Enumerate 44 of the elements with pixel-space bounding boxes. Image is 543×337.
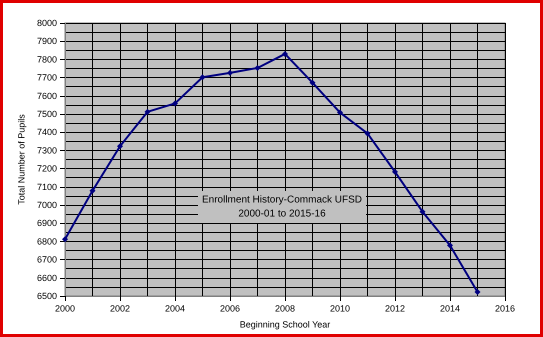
x-tick-label: 2016	[494, 304, 516, 314]
y-tick-label: 7700	[36, 72, 57, 83]
y-tick-label: 6900	[36, 218, 57, 228]
y-tick-label: 6700	[36, 254, 57, 265]
y-tick-label: 6800	[36, 236, 57, 246]
x-tick-label: 2000	[54, 304, 76, 314]
y-tick-label: 7100	[36, 182, 57, 192]
x-tick-label: 2004	[164, 304, 186, 314]
point	[282, 50, 288, 57]
y-axis-title: Total Number of Pupils	[16, 114, 27, 205]
y-tick-label: 8000	[36, 18, 57, 28]
y-tick-label: 7300	[36, 145, 57, 156]
y-tick-label: 7800	[36, 54, 57, 64]
y-tick-label: 6500	[36, 291, 57, 301]
point	[90, 188, 96, 194]
y-tick-label: 7200	[36, 164, 57, 174]
point	[254, 64, 260, 71]
y-tick-label: 7000	[36, 200, 57, 210]
point	[172, 100, 178, 106]
point	[392, 168, 398, 175]
y-tick-label: 7500	[36, 109, 57, 119]
x-tick-label: 2010	[330, 304, 350, 314]
point	[200, 74, 206, 80]
x-tick-label: 2012	[384, 304, 406, 314]
x-tick-label: 2002	[110, 304, 130, 314]
y-tick-label: 7900	[36, 36, 57, 46]
x-tick-label: 2014	[440, 304, 460, 314]
text: Enrollment History-Commack UFSD 2000-01 to 2015-16	[202, 194, 362, 220]
y-tick-label: 7600	[36, 90, 57, 101]
point	[310, 80, 316, 86]
point	[144, 108, 150, 115]
x-axis-title: Beginning School Year	[240, 320, 330, 330]
x-tick-label: 2006	[220, 304, 240, 314]
x-tick-label: 2008	[274, 304, 296, 314]
point	[117, 143, 123, 150]
point	[420, 208, 426, 215]
point	[337, 110, 343, 116]
point	[474, 288, 480, 295]
y-tick-label: 6600	[36, 272, 57, 283]
point	[447, 242, 453, 248]
y-tick-label: 7400	[36, 127, 57, 138]
point	[62, 236, 68, 242]
point	[364, 130, 370, 136]
point	[227, 70, 233, 76]
